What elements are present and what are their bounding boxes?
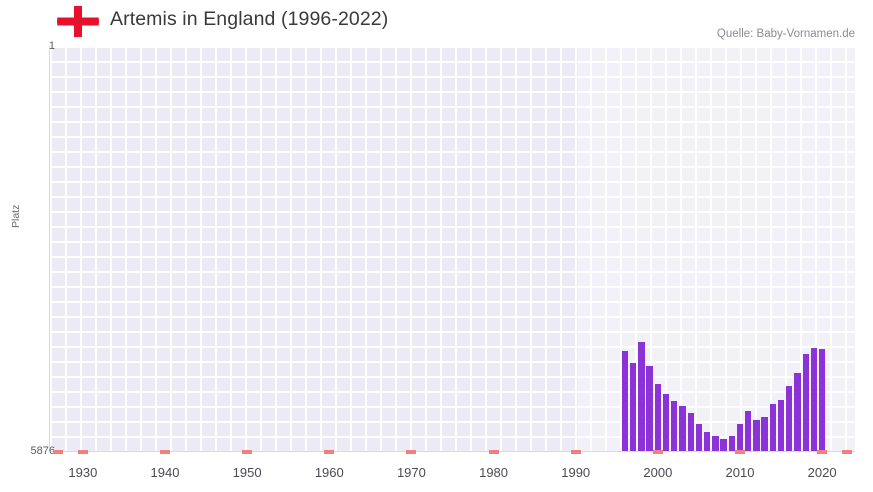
plot-area [50, 46, 855, 451]
x-tick-mark [77, 450, 88, 454]
bar-series [50, 46, 855, 451]
bar [753, 419, 760, 451]
bar [646, 365, 653, 451]
x-axis-line [50, 451, 855, 452]
x-tick-mark [817, 450, 828, 454]
x-tick-mark [735, 450, 745, 454]
bar [630, 363, 637, 451]
page-title: Artemis in England (1996-2022) [110, 8, 389, 30]
x-tick-mark [53, 450, 64, 454]
bar [638, 342, 645, 451]
bar [777, 400, 785, 451]
x-tick-label: 2000 [643, 465, 673, 480]
x-tick-label: 1960 [314, 465, 344, 480]
bar [810, 347, 818, 451]
x-tick-mark [324, 450, 335, 454]
bar [769, 404, 777, 451]
y-tick-label: 1 [48, 40, 55, 52]
source-label: Quelle: Baby-Vornamen.de [716, 28, 855, 40]
bar [703, 431, 711, 451]
bar [687, 413, 694, 451]
x-tick-label: 2010 [725, 465, 755, 480]
bar [671, 400, 678, 451]
y-axis-line [49, 46, 50, 451]
bar [794, 373, 801, 451]
bar [662, 394, 670, 451]
x-tick-mark [652, 450, 663, 454]
bar [818, 349, 826, 451]
bar [695, 423, 703, 451]
x-tick-mark [841, 450, 852, 454]
bar [761, 416, 768, 451]
bar [654, 383, 662, 451]
x-tick-mark [488, 450, 499, 454]
x-tick-label: 1930 [68, 465, 98, 480]
bar [802, 354, 809, 451]
x-tick-mark [406, 450, 417, 454]
x-tick-label: 1950 [232, 465, 262, 480]
x-tick-label: 2020 [807, 465, 837, 480]
x-tick-label: 1990 [561, 465, 591, 480]
x-tick-label: 1980 [479, 465, 509, 480]
bar [720, 438, 727, 451]
bar [712, 436, 719, 451]
y-tick-label: 5876 [30, 445, 55, 457]
bar [745, 411, 752, 451]
grid [50, 46, 855, 451]
bar [728, 436, 735, 451]
bar [679, 406, 686, 451]
bar [621, 351, 629, 451]
bar [736, 423, 744, 451]
x-tick-mark [160, 450, 170, 454]
x-tick-mark [570, 450, 581, 454]
y-axis-title: Platz [10, 204, 22, 228]
bar [786, 386, 793, 451]
x-tick-label: 1940 [150, 465, 180, 480]
england-flag-icon [57, 6, 99, 37]
x-tick-label: 1970 [396, 465, 426, 480]
x-tick-mark [242, 450, 253, 454]
